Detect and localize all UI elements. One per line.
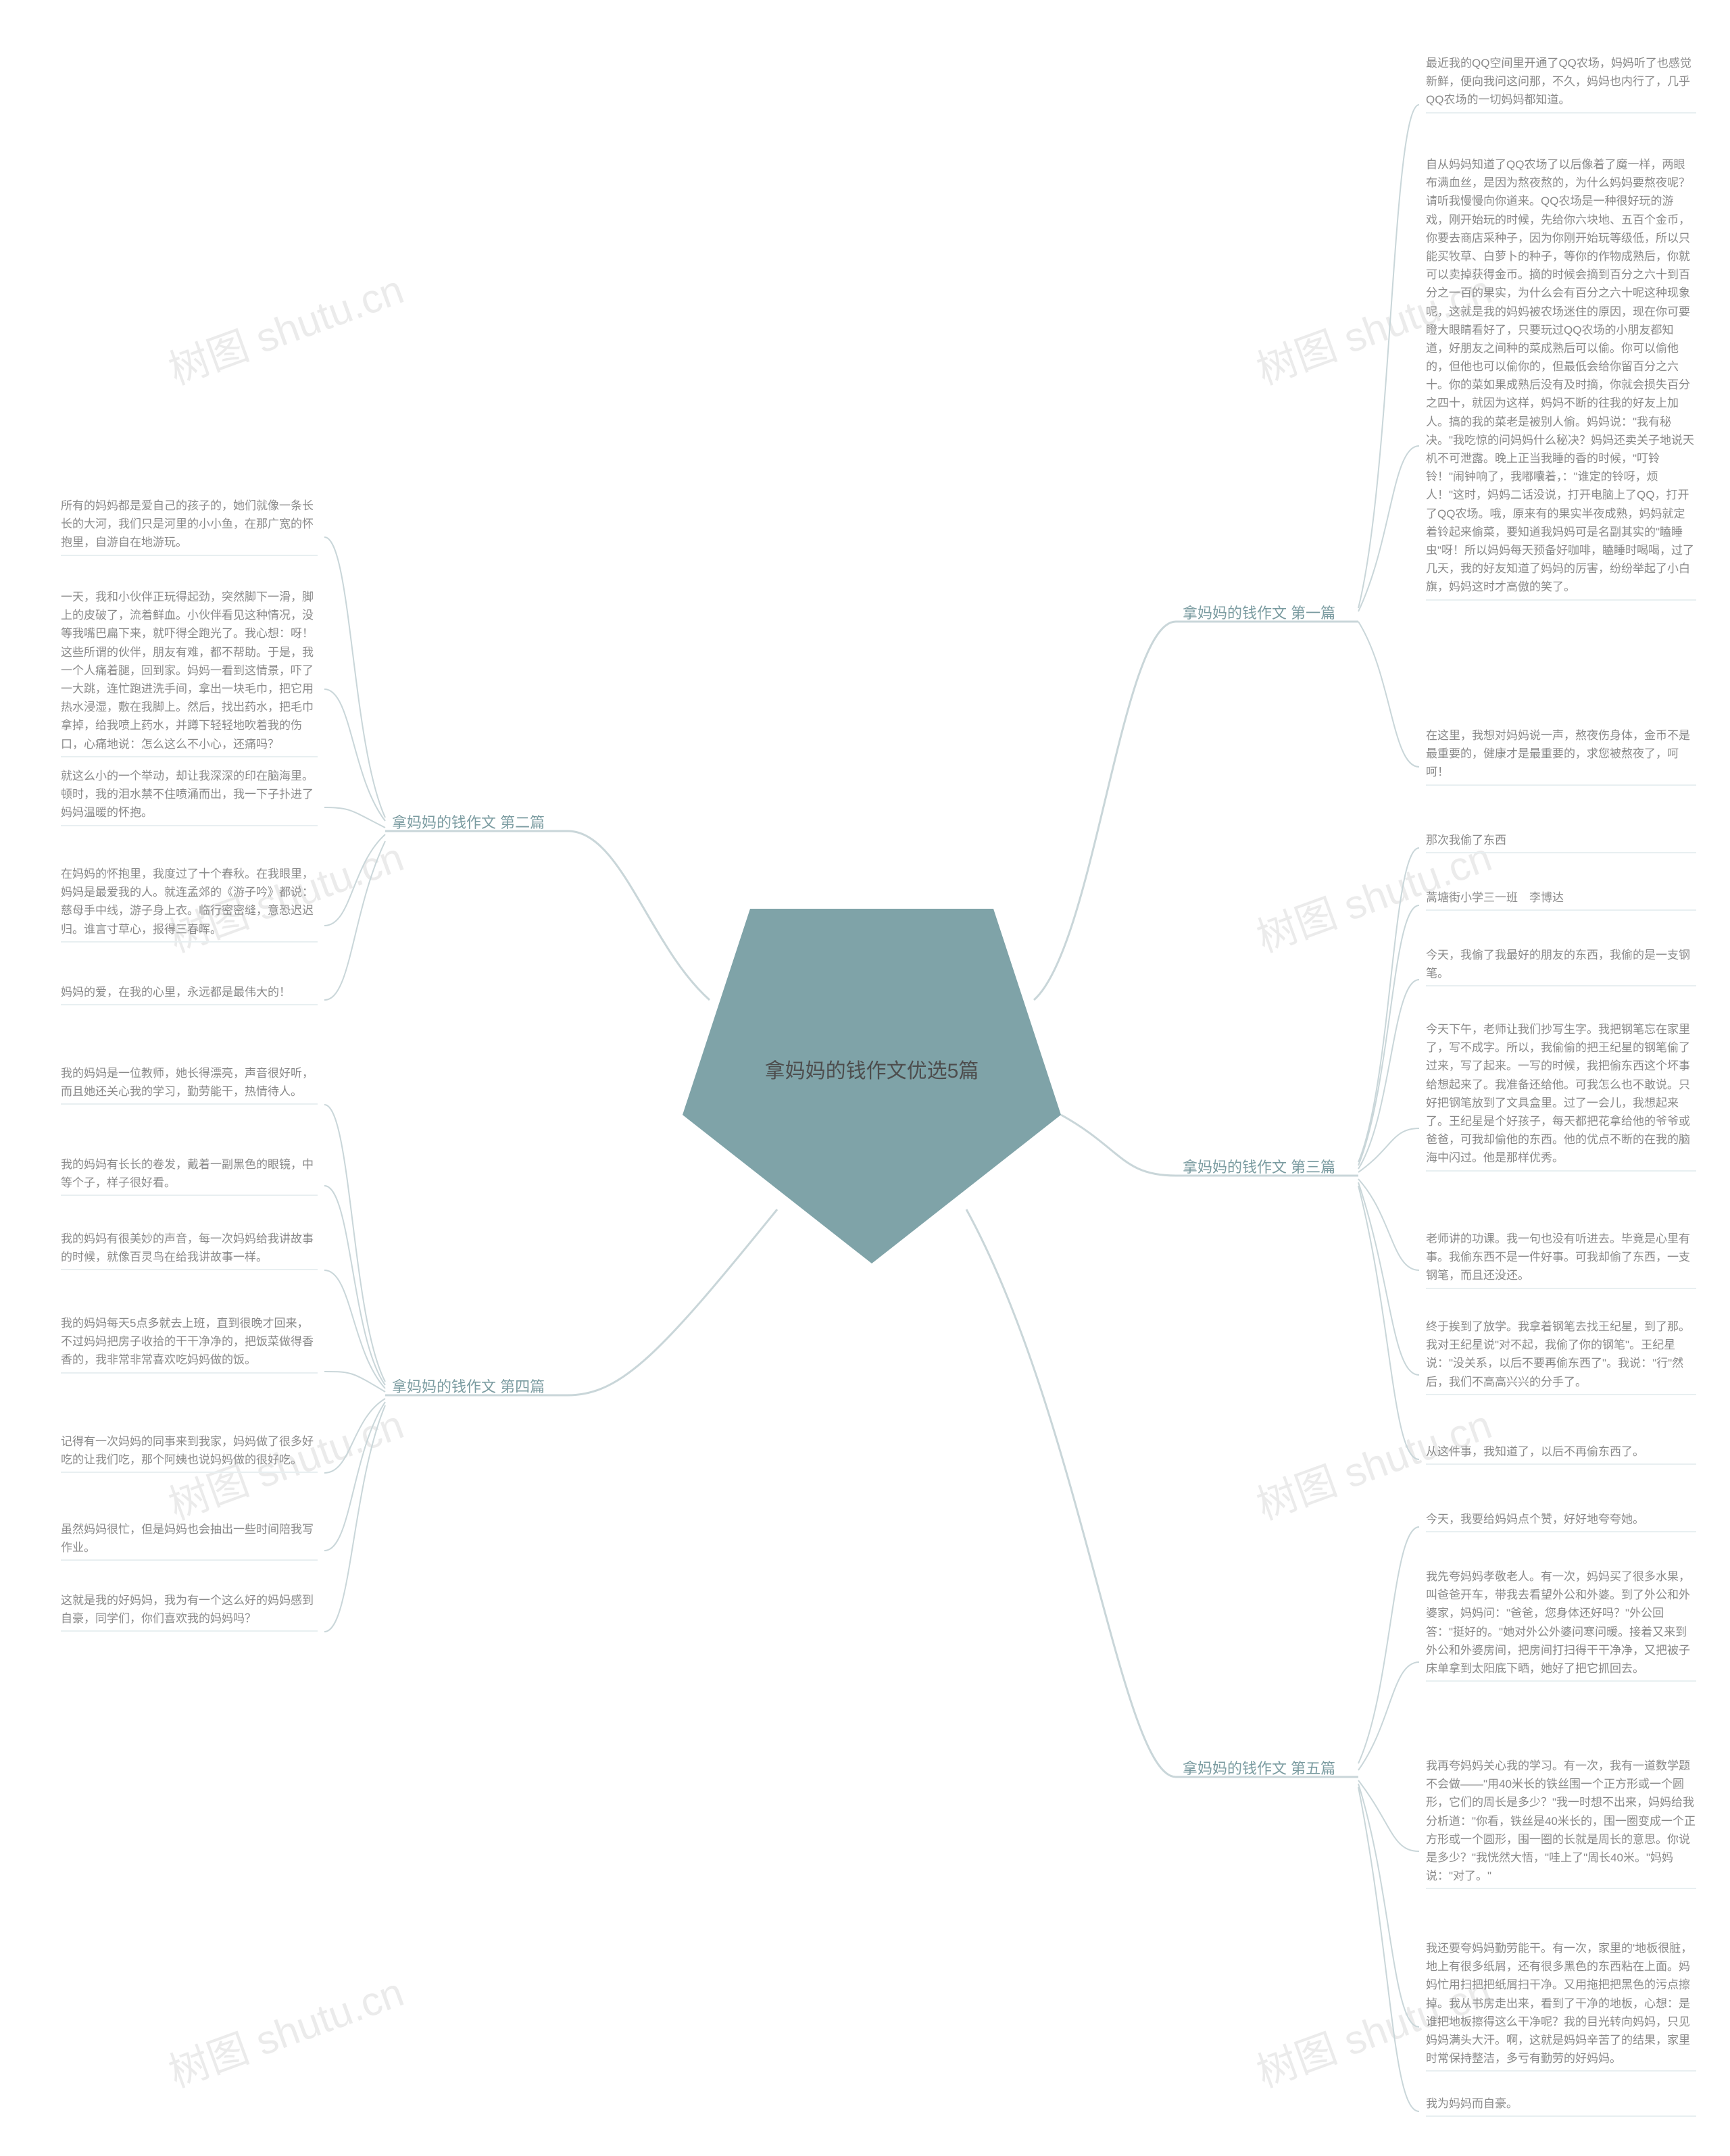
leaf-node: 我的妈妈有很美妙的声音，每一次妈妈给我讲故事的时候，就像百灵鸟在给我讲故事一样。 — [61, 1230, 318, 1270]
leaf-node: 今天，我偷了我最好的朋友的东西，我偷的是一支钢笔。 — [1426, 946, 1696, 986]
leaf-node: 就这么小的一个举动，却让我深深的印在脑海里。顿时，我的泪水禁不住喷涌而出，我一下… — [61, 767, 318, 826]
watermark: 树图 shutu.cn — [159, 257, 410, 396]
leaf-node: 妈妈的爱，在我的心里，永远都是最伟大的！ — [61, 983, 318, 1005]
leaf-node: 虽然妈妈很忙，但是妈妈也会抽出一些时间陪我写作业。 — [61, 1520, 318, 1561]
leaf-node: 我的妈妈是一位教师，她长得漂亮，声音很好听，而且她还关心我的学习，勤劳能干，热情… — [61, 1064, 318, 1105]
leaf-node: 我的妈妈有长长的卷发，戴着一副黑色的眼镜，中等个子，样子很好看。 — [61, 1155, 318, 1196]
branch-label-5: 拿妈妈的钱作文 第五篇 — [1183, 1757, 1335, 1778]
leaf-node: 我先夸妈妈孝敬老人。有一次，妈妈买了很多水果，叫爸爸开车，带我去看望外公和外婆。… — [1426, 1568, 1696, 1682]
watermark: 树图 shutu.cn — [159, 1959, 410, 2099]
leaf-node: 在这里，我想对妈妈说一声，熬夜伤身体，金币不是最重要的，健康才是最重要的，求您被… — [1426, 726, 1696, 786]
leaf-node: 最近我的QQ空间里开通了QQ农场，妈妈听了也感觉新鲜，便向我问这问那，不久，妈妈… — [1426, 54, 1696, 114]
leaf-node: 那次我偷了东西 — [1426, 831, 1696, 853]
branch-label-1: 拿妈妈的钱作文 第一篇 — [1183, 601, 1335, 623]
leaf-node: 终于挨到了放学。我拿着钢笔去找王纪星，到了那。我对王纪星说"对不起，我偷了你的钢… — [1426, 1318, 1696, 1395]
branch-label-2: 拿妈妈的钱作文 第二篇 — [392, 811, 545, 832]
leaf-node: 一天，我和小伙伴正玩得起劲，突然脚下一滑，脚上的皮破了，流着鲜血。小伙伴看见这种… — [61, 588, 318, 757]
leaf-node: 老师讲的功课。我一句也没有听进去。毕竟是心里有事。我偷东西不是一件好事。可我却偷… — [1426, 1230, 1696, 1289]
leaf-node: 我的妈妈每天5点多就去上班，直到很晚才回来，不过妈妈把房子收拾的干干净净的，把饭… — [61, 1314, 318, 1374]
leaf-node: 所有的妈妈都是爱自己的孩子的，她们就像一条长长的大河，我们只是河里的小小鱼，在那… — [61, 497, 318, 556]
leaf-node: 我为妈妈而自豪。 — [1426, 2095, 1696, 2117]
leaf-node: 这就是我的好妈妈，我为有一个这么好的妈妈感到自豪，同学们，你们喜欢我的妈妈吗？ — [61, 1591, 318, 1632]
branch-label-4: 拿妈妈的钱作文 第四篇 — [392, 1375, 545, 1397]
leaf-node: 我还要夸妈妈勤劳能干。有一次，家里的'地板很脏，地上有很多纸屑，还有很多黑色的东… — [1426, 1939, 1696, 2072]
branch-label-3: 拿妈妈的钱作文 第三篇 — [1183, 1155, 1335, 1177]
leaf-node: 我再夸妈妈关心我的学习。有一次，我有一道数学题不会做——"用40米长的铁丝围一个… — [1426, 1757, 1696, 1889]
leaf-node: 今天下午，老师让我们抄写生字。我把钢笔忘在家里了，写不成字。所以，我偷偷的把王纪… — [1426, 1020, 1696, 1172]
leaf-node: 在妈妈的怀抱里，我度过了十个春秋。在我眼里，妈妈是最爱我的人。就连孟郊的《游子吟… — [61, 865, 318, 943]
leaf-node: 今天，我要给妈妈点个赞，好好地夸夸她。 — [1426, 1510, 1696, 1532]
leaf-node: 自从妈妈知道了QQ农场了以后像着了魔一样，两眼布满血丝，是因为熬夜熬的，为什么妈… — [1426, 155, 1696, 601]
leaf-node: 从这件事，我知道了，以后不再偷东西了。 — [1426, 1443, 1696, 1465]
leaf-node: 记得有一次妈妈的同事来到我家，妈妈做了很多好吃的让我们吃，那个阿姨也说妈妈做的很… — [61, 1432, 318, 1473]
center-title: 拿妈妈的钱作文优选5篇 — [750, 1054, 993, 1084]
leaf-node: 蒿塘街小学三一班 李博达 — [1426, 888, 1696, 911]
